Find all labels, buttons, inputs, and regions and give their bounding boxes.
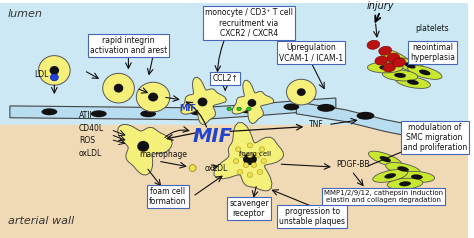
Ellipse shape bbox=[297, 88, 306, 96]
Ellipse shape bbox=[50, 66, 59, 75]
Ellipse shape bbox=[286, 79, 316, 105]
Text: MIF: MIF bbox=[179, 104, 196, 113]
Ellipse shape bbox=[399, 171, 435, 183]
Ellipse shape bbox=[257, 169, 263, 174]
Ellipse shape bbox=[247, 153, 253, 158]
Polygon shape bbox=[118, 124, 172, 175]
Text: lumen: lumen bbox=[8, 9, 43, 19]
Ellipse shape bbox=[375, 56, 388, 65]
Ellipse shape bbox=[356, 112, 374, 120]
Ellipse shape bbox=[419, 69, 430, 75]
Ellipse shape bbox=[148, 93, 158, 101]
Text: scavenger
receptor: scavenger receptor bbox=[229, 199, 269, 218]
Ellipse shape bbox=[103, 73, 134, 103]
Ellipse shape bbox=[384, 173, 396, 178]
Text: TNF: TNF bbox=[309, 120, 323, 129]
Bar bbox=[0, 125, 468, 238]
Ellipse shape bbox=[317, 104, 335, 112]
Ellipse shape bbox=[114, 84, 123, 93]
Text: PDGF-BB: PDGF-BB bbox=[336, 160, 369, 169]
Ellipse shape bbox=[404, 62, 416, 69]
Text: foam cell: foam cell bbox=[239, 151, 271, 157]
Ellipse shape bbox=[387, 178, 423, 189]
Ellipse shape bbox=[140, 110, 156, 117]
Text: progression to
unstable plaques: progression to unstable plaques bbox=[279, 207, 345, 226]
Text: ATII
CD40L
ROS
oxLDL: ATII CD40L ROS oxLDL bbox=[79, 111, 104, 158]
Ellipse shape bbox=[239, 106, 255, 113]
Ellipse shape bbox=[407, 79, 419, 85]
Ellipse shape bbox=[227, 107, 231, 111]
Ellipse shape bbox=[383, 63, 396, 72]
Ellipse shape bbox=[233, 159, 239, 164]
Ellipse shape bbox=[259, 147, 264, 152]
Text: LDL: LDL bbox=[34, 70, 49, 79]
Ellipse shape bbox=[408, 65, 442, 79]
Ellipse shape bbox=[237, 169, 243, 174]
Bar bbox=[0, 3, 468, 125]
Text: MIF: MIF bbox=[192, 127, 232, 146]
Ellipse shape bbox=[261, 159, 266, 164]
Polygon shape bbox=[232, 80, 274, 124]
Ellipse shape bbox=[137, 82, 170, 112]
Ellipse shape bbox=[411, 174, 423, 179]
Ellipse shape bbox=[399, 181, 411, 186]
Ellipse shape bbox=[393, 58, 427, 73]
Text: oxLDL: oxLDL bbox=[204, 164, 228, 173]
Ellipse shape bbox=[373, 169, 408, 182]
Ellipse shape bbox=[243, 153, 257, 165]
Ellipse shape bbox=[383, 70, 418, 81]
Ellipse shape bbox=[251, 163, 256, 168]
Text: foam cell
formation: foam cell formation bbox=[149, 187, 187, 206]
Ellipse shape bbox=[236, 147, 241, 152]
Ellipse shape bbox=[386, 163, 420, 175]
Ellipse shape bbox=[189, 164, 196, 171]
Ellipse shape bbox=[397, 166, 409, 172]
Text: modulation of
SMC migration
and proliferation: modulation of SMC migration and prolifer… bbox=[402, 123, 467, 152]
Ellipse shape bbox=[394, 73, 406, 78]
Ellipse shape bbox=[38, 56, 70, 85]
Ellipse shape bbox=[42, 108, 57, 115]
Polygon shape bbox=[10, 98, 336, 120]
Ellipse shape bbox=[190, 108, 205, 115]
Ellipse shape bbox=[390, 54, 401, 61]
Text: platelets: platelets bbox=[415, 24, 448, 33]
Ellipse shape bbox=[246, 107, 251, 111]
Ellipse shape bbox=[367, 62, 403, 73]
Polygon shape bbox=[214, 123, 283, 191]
Polygon shape bbox=[181, 77, 226, 124]
Polygon shape bbox=[296, 102, 415, 138]
Text: Upregulation
VCAM-1 / ICAM-1: Upregulation VCAM-1 / ICAM-1 bbox=[279, 43, 343, 62]
Ellipse shape bbox=[237, 107, 241, 111]
Text: injury: injury bbox=[366, 1, 394, 11]
Text: neointimal
hyperplasia: neointimal hyperplasia bbox=[410, 43, 455, 62]
Text: rapid integrin
activation and arest: rapid integrin activation and arest bbox=[90, 36, 167, 55]
Text: arterial wall: arterial wall bbox=[8, 216, 74, 226]
Ellipse shape bbox=[392, 58, 405, 67]
Ellipse shape bbox=[395, 76, 430, 88]
Ellipse shape bbox=[137, 141, 149, 152]
Text: CCL2↑: CCL2↑ bbox=[212, 74, 238, 83]
Ellipse shape bbox=[50, 74, 58, 81]
Ellipse shape bbox=[379, 49, 411, 67]
Ellipse shape bbox=[247, 173, 253, 177]
Ellipse shape bbox=[379, 46, 392, 55]
Ellipse shape bbox=[367, 40, 380, 49]
Text: monocyte / CD3⁺ T cell
recruitment via
CXCR2 / CXCR4: monocyte / CD3⁺ T cell recruitment via C… bbox=[205, 8, 293, 38]
Ellipse shape bbox=[379, 65, 391, 70]
Ellipse shape bbox=[283, 104, 299, 110]
Ellipse shape bbox=[368, 151, 402, 167]
Ellipse shape bbox=[91, 110, 107, 117]
Ellipse shape bbox=[243, 163, 249, 168]
Ellipse shape bbox=[380, 156, 391, 162]
Ellipse shape bbox=[247, 143, 253, 148]
Text: MMP1/2/9/12, cathepsin induction
elastin and collagen degradation: MMP1/2/9/12, cathepsin induction elastin… bbox=[324, 190, 443, 203]
Ellipse shape bbox=[255, 153, 261, 158]
Ellipse shape bbox=[247, 99, 256, 107]
Ellipse shape bbox=[239, 153, 245, 158]
Ellipse shape bbox=[387, 53, 400, 62]
Ellipse shape bbox=[198, 98, 208, 106]
Text: macrophage: macrophage bbox=[139, 150, 187, 159]
